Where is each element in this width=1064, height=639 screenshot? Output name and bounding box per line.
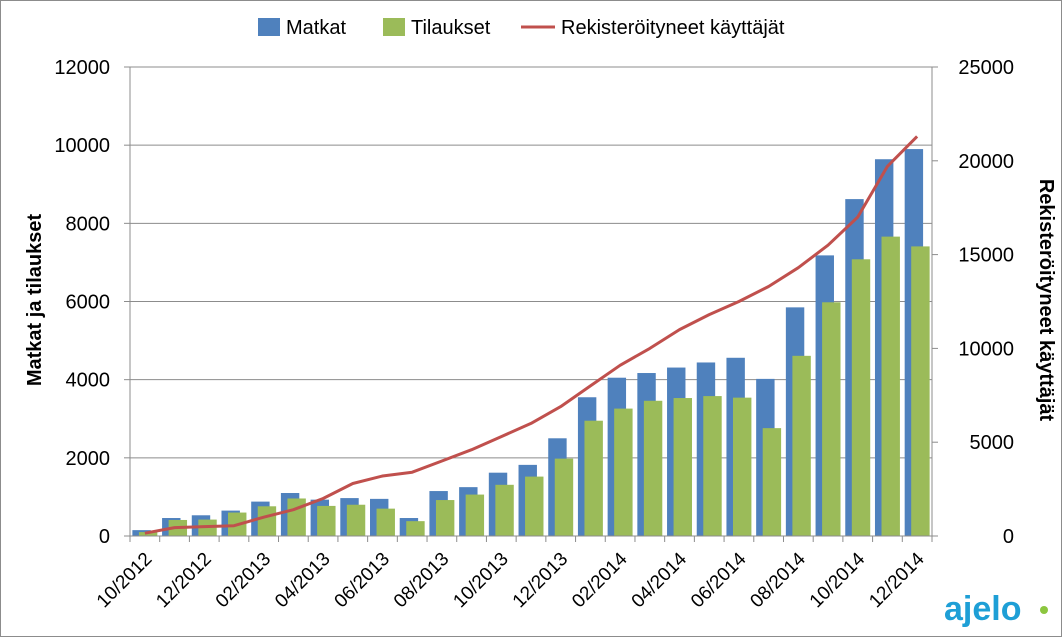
x-tick-label: 10/2012 [93,549,156,612]
x-tick-label: 12/2014 [865,548,929,612]
y2-tick-label: 25000 [958,57,1014,79]
tilaukset-bar [762,428,782,536]
tilaukset-bar [822,302,841,536]
x-tick-label: 06/2014 [687,548,751,612]
tilaukset-bar [495,484,514,536]
y-tick-label: 2000 [66,448,111,470]
tilaukset-bar [287,498,306,536]
logo-text: ajelo [944,590,1021,628]
legend: Matkat Tilaukset Rekisteröityneet käyttäjä… [258,17,785,39]
gridlines [130,66,932,459]
tilaukset-bar [257,506,277,536]
x-tick-label: 08/2013 [390,549,453,612]
y2-tick-label: 10000 [958,338,1014,360]
y2-axis-title: Rekisteröityneet käyttäjät [1035,179,1057,422]
tilaukset-bar [406,521,425,536]
tilaukset-bar [435,500,455,536]
tilaukset-bar [614,408,633,536]
x-tick-label: 06/2013 [331,549,394,612]
bars [132,149,930,537]
y2-tick-label: 20000 [958,151,1014,173]
tilaukset-bar [792,355,811,536]
users-line [144,135,919,535]
right-axis-ticks: 0 5000 10000 15000 20000 25000 [932,57,1014,548]
legend-label: Tilaukset [411,17,491,39]
ajelo-logo: ajelo [944,590,1048,628]
y-tick-label: 4000 [66,370,111,392]
y-tick-label: 6000 [66,292,111,314]
tilaukset-bar [881,236,900,536]
y2-tick-label: 5000 [970,432,1015,454]
tilaukset-bar [643,400,663,536]
tilaukset-bar [911,246,930,536]
legend-label: Matkat [286,17,346,39]
x-tick-label: 02/2013 [212,549,275,612]
x-tick-label: 02/2014 [568,548,632,612]
tilaukset-bar [584,420,603,536]
left-axis-ticks: 0 2000 4000 6000 8000 10000 12000 [54,57,130,548]
tilaukset-bar [554,458,574,536]
y-tick-label: 12000 [54,57,110,79]
x-tick-label: 12/2013 [509,549,572,612]
y2-tick-label: 15000 [958,245,1014,267]
tilaukset-bar [317,505,336,536]
tilaukset-bar [376,508,395,536]
legend-label: Rekisteröityneet käyttäjät [561,17,785,39]
x-tick-label: 08/2014 [746,548,810,612]
users-line-path [144,135,919,535]
x-tick-label: 10/2013 [449,549,512,612]
tilaukset-bar [525,476,544,536]
x-tick-label: 04/2014 [628,548,692,612]
logo-dot [1040,606,1048,614]
y-tick-label: 8000 [66,213,111,235]
tilaukset-bar [673,398,692,536]
tilaukset-bar [346,504,366,536]
x-tick-label: 12/2012 [152,549,215,612]
x-axis-ticks: 10/201212/201202/201304/201306/201308/20… [93,536,933,612]
legend-swatch [258,18,280,36]
y-tick-label: 10000 [54,135,110,157]
tilaukset-bar [732,397,752,536]
legend-swatch [383,18,405,36]
y-tick-label: 0 [99,526,110,548]
tilaukset-bar [465,494,485,536]
x-tick-label: 04/2013 [271,549,334,612]
tilaukset-bar [703,396,722,536]
y2-tick-label: 0 [1003,526,1014,548]
tilaukset-bar [851,259,871,536]
x-tick-label: 10/2014 [806,548,870,612]
y-axis-title: Matkat ja tilaukset [24,214,46,387]
